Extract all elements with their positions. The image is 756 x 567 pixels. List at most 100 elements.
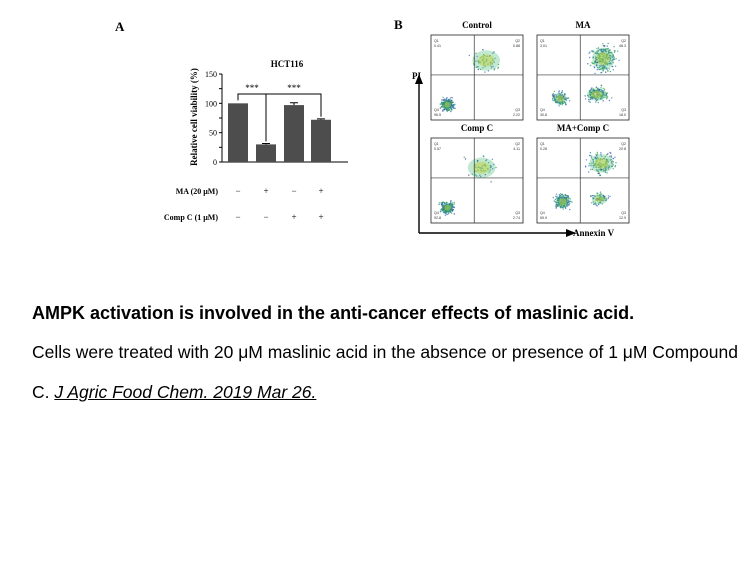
reference-link[interactable]: J Agric Food Chem. 2019 Mar 26. bbox=[54, 382, 317, 402]
event-dot bbox=[591, 50, 593, 52]
caption-title: AMPK activation is involved in the anti-… bbox=[32, 303, 635, 323]
event-dot bbox=[591, 87, 593, 89]
event-dot bbox=[614, 65, 617, 67]
event-dot bbox=[600, 84, 602, 86]
event-dot bbox=[599, 68, 602, 70]
event-dot bbox=[448, 109, 450, 111]
event-dot bbox=[569, 200, 571, 203]
event-dot bbox=[561, 90, 563, 92]
event-dot bbox=[482, 155, 484, 157]
event-dot bbox=[617, 50, 619, 52]
event-dot bbox=[442, 209, 444, 212]
event-dot bbox=[448, 100, 450, 102]
event-dot bbox=[614, 50, 616, 52]
treatment-sign: − bbox=[263, 212, 268, 222]
quadrant-value: 2.74 bbox=[513, 216, 520, 220]
event-dot bbox=[440, 101, 443, 104]
event-dot bbox=[612, 62, 614, 64]
event-dot bbox=[596, 153, 599, 155]
event-dot bbox=[604, 66, 606, 69]
treatment-sign: + bbox=[291, 212, 296, 222]
event-dot bbox=[602, 48, 605, 50]
event-dot bbox=[592, 164, 594, 167]
event-dot bbox=[612, 157, 614, 160]
event-dot bbox=[475, 52, 477, 54]
event-dot bbox=[555, 193, 558, 195]
event-dot bbox=[440, 210, 442, 212]
event-dot bbox=[609, 49, 611, 51]
event-dot bbox=[486, 159, 488, 161]
event-dot bbox=[449, 202, 451, 205]
event-dot bbox=[438, 203, 440, 206]
event-dot bbox=[444, 203, 447, 205]
event-dot bbox=[600, 169, 603, 171]
bar-group bbox=[228, 102, 331, 162]
event-dot bbox=[448, 212, 450, 214]
event-dot bbox=[610, 62, 612, 64]
event-dot bbox=[603, 94, 605, 97]
event-dot bbox=[589, 51, 591, 53]
arrow-up-icon bbox=[415, 74, 423, 84]
event-dot bbox=[595, 169, 598, 171]
event-dot bbox=[592, 158, 594, 161]
event-dot bbox=[571, 201, 573, 203]
quadrant-value: 3.01 bbox=[540, 44, 547, 48]
event-dot bbox=[603, 90, 605, 92]
event-dot bbox=[553, 90, 555, 93]
event-dot bbox=[601, 68, 603, 70]
event-dot bbox=[600, 193, 603, 195]
quadrant-value: 20.8 bbox=[619, 147, 626, 151]
event-dot bbox=[562, 194, 564, 197]
event-dot bbox=[604, 199, 606, 201]
event-dot bbox=[566, 194, 568, 197]
event-dot bbox=[564, 194, 566, 196]
event-dot bbox=[556, 196, 558, 199]
event-dot bbox=[602, 43, 604, 45]
event-dot bbox=[564, 195, 566, 197]
event-dot bbox=[558, 198, 560, 200]
event-dot bbox=[596, 47, 598, 50]
event-dot bbox=[587, 94, 589, 97]
event-dot bbox=[560, 194, 562, 197]
event-dot bbox=[603, 65, 605, 67]
event-dot bbox=[494, 68, 496, 70]
event-dot bbox=[605, 199, 607, 202]
event-dot bbox=[440, 202, 442, 204]
event-dot bbox=[597, 170, 599, 173]
event-dot bbox=[590, 157, 593, 159]
event-dot bbox=[608, 68, 610, 70]
y-tick-label: 50 bbox=[209, 129, 217, 138]
treatment-sign: − bbox=[291, 186, 296, 196]
event-dot bbox=[558, 196, 560, 198]
flow-plot-title: MA+Comp C bbox=[557, 123, 609, 133]
event-dot bbox=[609, 155, 611, 158]
event-dot bbox=[610, 155, 612, 157]
event-dot bbox=[605, 50, 607, 52]
event-dot bbox=[453, 107, 456, 109]
quadrant-value: 0.41 bbox=[434, 44, 441, 48]
event-dot bbox=[607, 42, 609, 45]
caption-body: Cells were treated with 20 μM maslinic a… bbox=[32, 332, 747, 412]
bar bbox=[284, 105, 304, 162]
event-dot bbox=[552, 95, 554, 97]
event-dot bbox=[559, 196, 561, 198]
treatment-sign: − bbox=[235, 212, 240, 222]
significance-label: *** bbox=[287, 83, 301, 93]
quadrant-id: Q1 bbox=[434, 142, 439, 146]
event-dot bbox=[557, 202, 559, 204]
event-dot bbox=[463, 156, 465, 158]
event-dot bbox=[610, 156, 613, 158]
treatment-label: MA (20 μM) bbox=[176, 187, 219, 196]
event-dot bbox=[464, 158, 467, 160]
event-dot bbox=[561, 94, 563, 96]
quadrant-value: 65.9 bbox=[540, 216, 547, 220]
treatment-sign: + bbox=[318, 186, 323, 196]
density-ring bbox=[591, 194, 608, 205]
event-dot bbox=[601, 98, 603, 100]
density-core bbox=[594, 158, 609, 169]
event-dot bbox=[451, 99, 453, 101]
event-dot bbox=[564, 94, 566, 96]
event-dot bbox=[604, 195, 606, 198]
